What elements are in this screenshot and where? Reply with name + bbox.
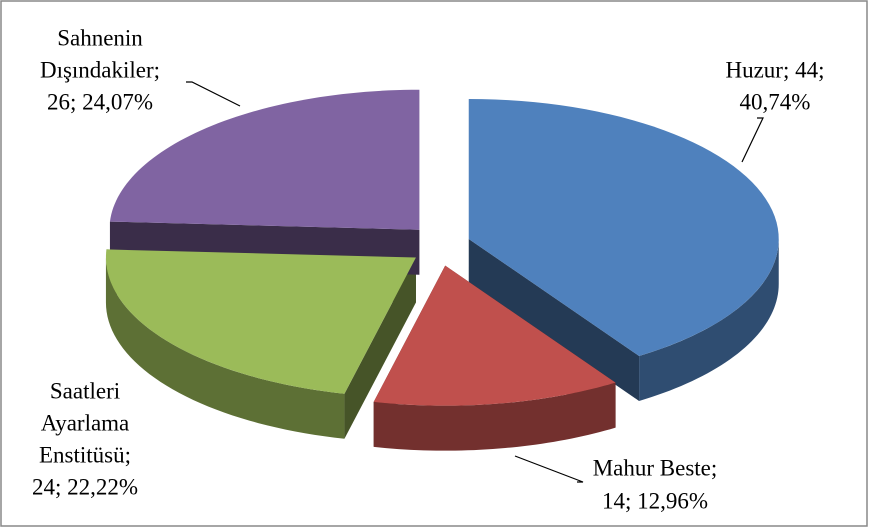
data-label: 24; 22,22% [32,474,138,499]
data-label: 40,74% [740,89,811,114]
leader-line [741,117,764,163]
data-label: Ayarlama [41,410,130,435]
slice-wall [373,382,616,451]
data-label: Huzur; 44; [725,57,824,82]
slice-wall [639,238,779,401]
slice [105,249,416,394]
data-label: Dışındakiler; [40,57,160,82]
slice-wall [105,257,345,439]
leader-line [514,455,584,483]
slice [109,89,420,230]
slice-side [344,257,416,439]
data-label: Saatleri [50,378,120,403]
data-label: Enstitüsü; [39,442,131,467]
data-label: Mahur Beste; [593,455,718,480]
data-label: 26; 24,07% [47,89,153,114]
data-label: Sahnenin [57,25,143,50]
data-label: 14; 12,96% [602,488,708,513]
slice [468,98,779,356]
leader-line [186,81,241,107]
slice-side [468,238,640,401]
slice [373,265,616,406]
